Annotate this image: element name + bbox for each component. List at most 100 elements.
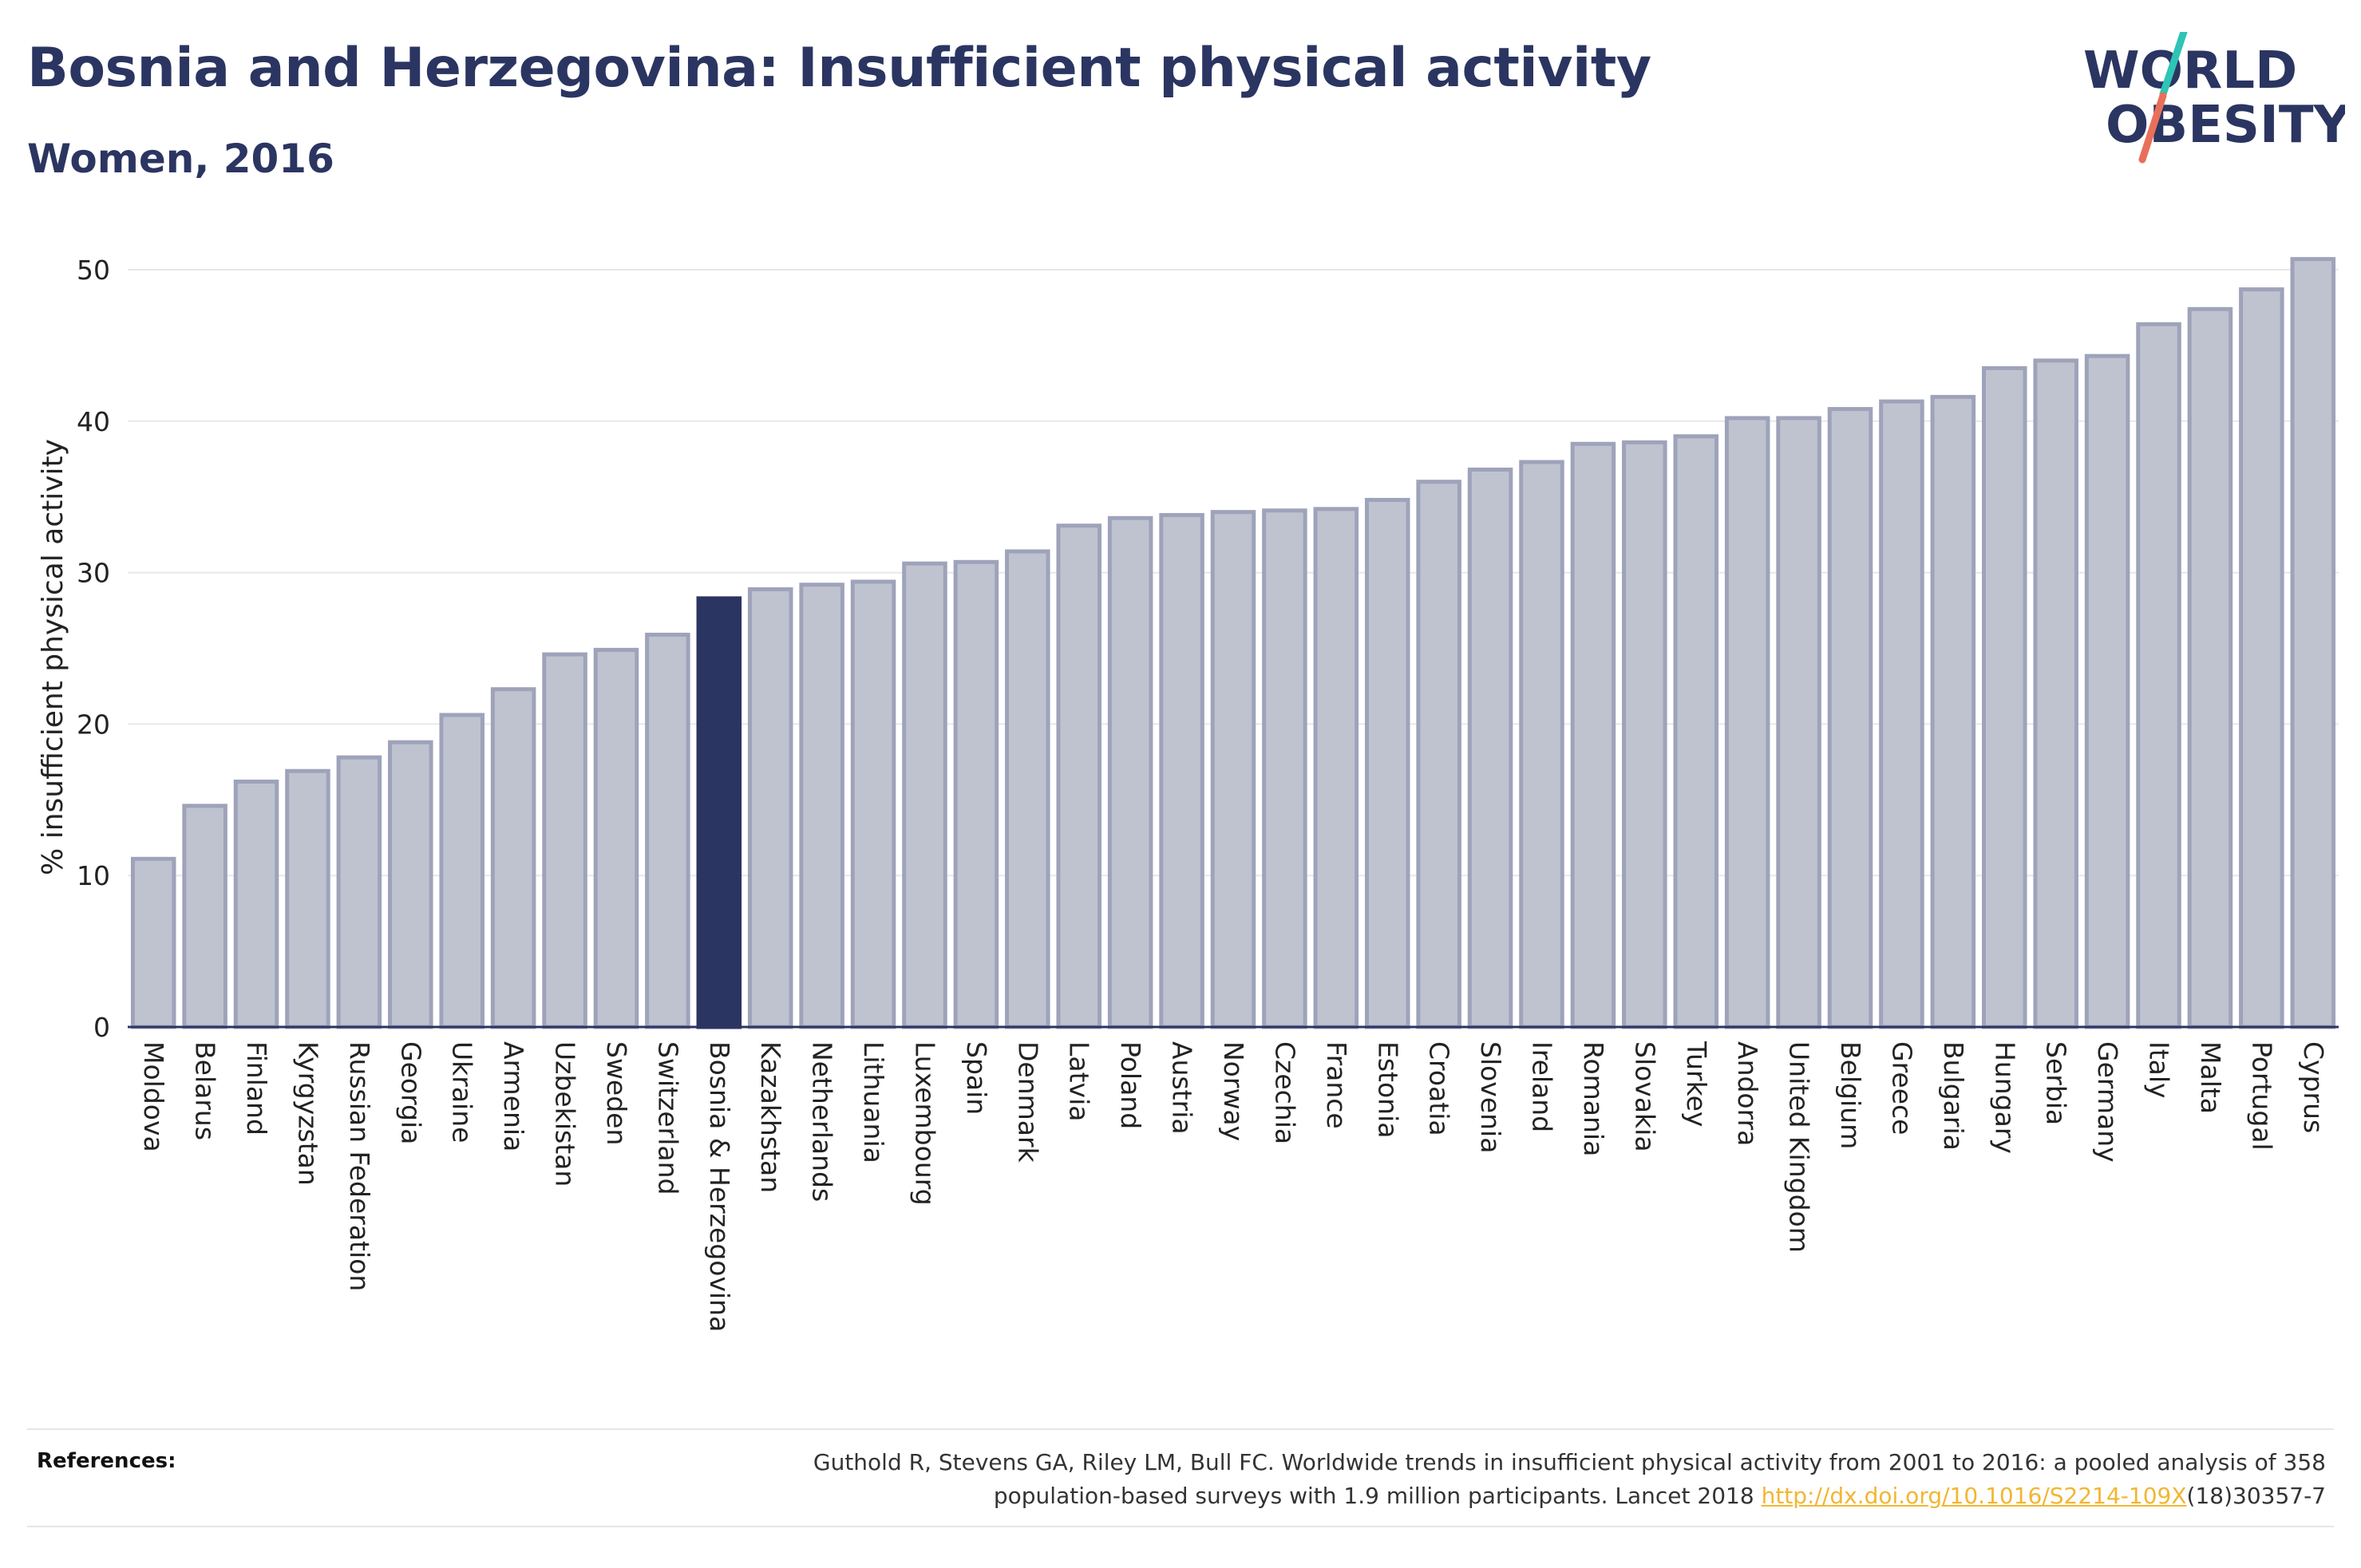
x-tick-label: Belgium <box>1835 1041 1866 1149</box>
x-tick-label: Norway <box>1218 1041 1249 1141</box>
x-tick-label: Poland <box>1115 1041 1146 1129</box>
x-tick-label: United Kingdom <box>1784 1041 1815 1253</box>
y-tick-label: 30 <box>77 558 110 589</box>
x-tick-label: Russian Federation <box>344 1041 375 1291</box>
x-tick-label: Armenia <box>498 1041 529 1151</box>
x-tick-label: Sweden <box>601 1041 632 1145</box>
chart-subtitle: Women, 2016 <box>27 136 334 182</box>
bar <box>1827 407 1873 1029</box>
bar <box>1776 416 1821 1029</box>
x-tick-label: Bosnia & Herzegovina <box>704 1041 735 1332</box>
x-tick-label: Portugal <box>2246 1041 2277 1151</box>
reference-line-2: population-based surveys with 1.9 millio… <box>522 1479 2326 1513</box>
x-tick-label: Slovakia <box>1629 1041 1660 1152</box>
bar <box>439 713 484 1029</box>
y-tick-label: 40 <box>77 406 110 437</box>
x-tick-label: Lithuania <box>858 1041 889 1163</box>
y-tick-label: 20 <box>77 709 110 740</box>
bar <box>182 804 227 1029</box>
bar <box>1570 441 1616 1029</box>
x-tick-label: Czechia <box>1269 1041 1300 1144</box>
bar <box>645 632 690 1029</box>
world-obesity-logo[interactable]: WORLD OBESITY <box>2082 32 2345 168</box>
bar <box>1262 508 1307 1029</box>
x-tick-label: Luxembourg <box>909 1041 940 1206</box>
bar <box>1622 440 1667 1029</box>
x-tick-label: Italy <box>2144 1041 2175 1099</box>
bar-highlighted <box>696 596 742 1029</box>
x-tick-label: Malta <box>2195 1041 2226 1114</box>
y-axis-ticks: 0 10 20 30 40 50 <box>77 255 110 1043</box>
bar <box>1210 510 1256 1029</box>
x-tick-label: Bulgaria <box>1938 1041 1969 1151</box>
bar <box>130 856 176 1029</box>
chart-title: Bosnia and Herzegovina: Insufficient phy… <box>27 37 1651 100</box>
x-tick-label: Croatia <box>1424 1041 1455 1136</box>
bar <box>850 579 896 1029</box>
reference-line-2-prefix: population-based surveys with 1.9 millio… <box>993 1483 1762 1509</box>
bar <box>285 768 330 1029</box>
x-tick-label: Ukraine <box>447 1041 478 1143</box>
x-tick-label: Uzbekistan <box>550 1041 581 1187</box>
x-tick-label: Finland <box>241 1041 272 1136</box>
bar <box>1467 468 1513 1029</box>
bars <box>130 257 2336 1029</box>
x-tick-label: Germany <box>2092 1041 2123 1163</box>
bar <box>593 647 639 1029</box>
bar <box>1673 434 1719 1029</box>
bar <box>1519 460 1564 1029</box>
x-tick-label: Belarus <box>190 1041 221 1140</box>
bar <box>2290 257 2336 1029</box>
x-tick-label: Kyrgyzstan <box>292 1041 323 1186</box>
doi-link[interactable]: http://dx.doi.org/10.1016/S2214-109X <box>1761 1483 2187 1509</box>
bar <box>1982 365 2027 1029</box>
x-tick-label: Estonia <box>1372 1041 1403 1138</box>
bar <box>799 583 844 1029</box>
bar <box>2033 358 2078 1029</box>
x-tick-label: Greece <box>1886 1041 1917 1135</box>
x-tick-label: Cyprus <box>2298 1041 2329 1133</box>
bar <box>1159 512 1204 1029</box>
x-tick-label: Slovenia <box>1475 1041 1506 1153</box>
y-tick-label: 10 <box>77 860 110 891</box>
bar <box>1879 399 1924 1029</box>
bar <box>2239 287 2284 1029</box>
bar <box>542 652 587 1029</box>
bar <box>747 587 793 1029</box>
bar <box>490 687 536 1029</box>
x-tick-label: Denmark <box>1012 1041 1043 1163</box>
bar <box>953 559 999 1029</box>
x-tick-label: Netherlands <box>807 1041 838 1202</box>
bar <box>1930 394 1976 1029</box>
bar <box>902 561 947 1029</box>
bar <box>2187 306 2233 1029</box>
references-label: References: <box>37 1449 176 1473</box>
x-tick-label: Kazakhstan <box>755 1041 786 1193</box>
references-text: Guthold R, Stevens GA, Riley LM, Bull FC… <box>522 1446 2326 1513</box>
bar <box>1724 416 1770 1029</box>
reference-line-2-suffix: (18)30357-7 <box>2186 1483 2326 1509</box>
x-tick-label: Latvia <box>1064 1041 1095 1121</box>
x-tick-label: Spain <box>961 1041 992 1115</box>
x-tick-label: Hungary <box>1989 1041 2020 1154</box>
x-tick-label: Andorra <box>1732 1041 1763 1146</box>
bar-chart: 0 10 20 30 40 50 Moldova Belarus Finland Kyrgyzs… <box>37 255 2339 1332</box>
bar <box>1416 480 1461 1029</box>
logo-slash-top <box>2159 32 2188 98</box>
x-tick-label: Moldova <box>138 1041 169 1152</box>
bar <box>2136 322 2181 1029</box>
y-tick-label: 50 <box>77 255 110 286</box>
x-tick-label: Georgia <box>395 1041 426 1144</box>
bar <box>1364 497 1410 1029</box>
bar <box>2084 353 2130 1029</box>
x-tick-label: Switzerland <box>652 1041 683 1195</box>
x-tick-label: France <box>1321 1041 1352 1129</box>
bar <box>1313 507 1359 1029</box>
x-tick-label: Serbia <box>2041 1041 2072 1125</box>
bar <box>1056 523 1102 1029</box>
x-tick-label: Austria <box>1167 1041 1198 1135</box>
x-tick-label: Romania <box>1578 1041 1609 1156</box>
reference-line-1: Guthold R, Stevens GA, Riley LM, Bull FC… <box>813 1449 2326 1475</box>
x-tick-label: Turkey <box>1681 1041 1712 1127</box>
logo-slash-bottom <box>2138 92 2167 164</box>
